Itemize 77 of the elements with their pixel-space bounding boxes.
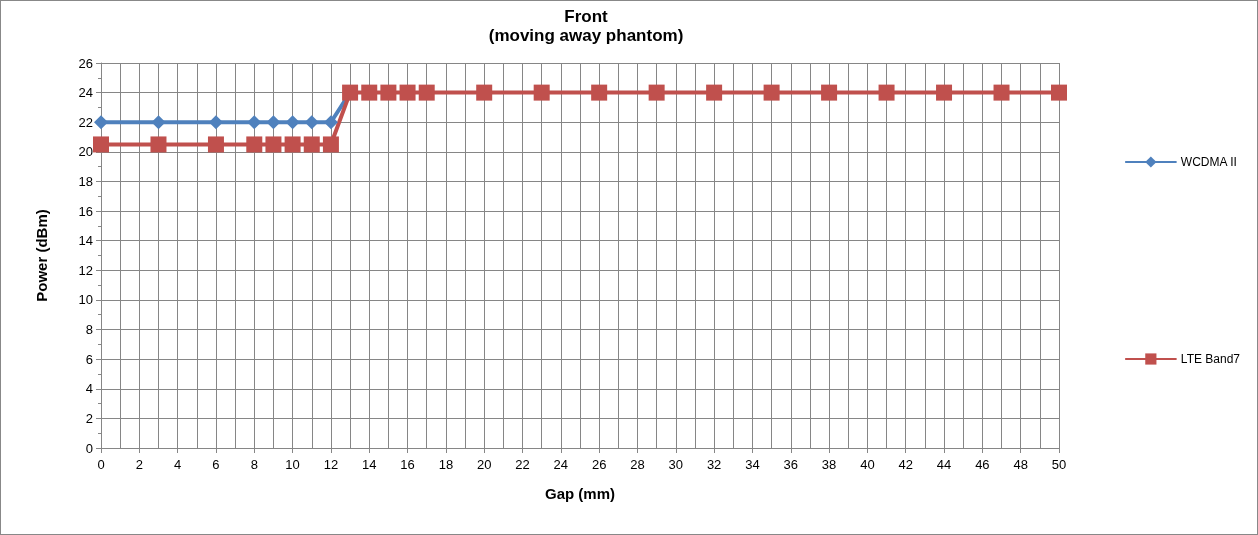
x-tick-label: 40	[860, 457, 875, 472]
x-tick-label: 36	[783, 457, 798, 472]
x-tick-label: 38	[821, 457, 837, 472]
chart-title: Front	[564, 7, 609, 26]
point	[150, 136, 167, 153]
x-tick-label: 46	[975, 457, 990, 472]
point	[284, 136, 301, 153]
point	[648, 84, 665, 101]
x-tick-label: 44	[936, 457, 952, 472]
x-tick-label: 32	[706, 457, 722, 472]
point	[380, 84, 397, 101]
point	[207, 136, 224, 153]
point	[304, 115, 319, 130]
x-tick-label: 4	[174, 457, 182, 472]
y-tick-label: 12	[78, 262, 93, 278]
y-tick-label: 0	[85, 440, 93, 456]
x-axis-title: Gap (mm)	[544, 485, 616, 502]
point	[763, 84, 780, 101]
point	[246, 136, 263, 153]
x-tick-label: 50	[1051, 457, 1067, 472]
point	[151, 115, 166, 130]
point	[93, 136, 109, 153]
point	[936, 84, 953, 101]
chart-subtitle: (moving away phantom)	[488, 26, 684, 45]
y-tick-label: 26	[78, 55, 93, 71]
point	[265, 136, 282, 153]
point	[591, 84, 608, 101]
legend-label: WCDMA II	[1180, 155, 1237, 169]
y-tick-label: 8	[85, 322, 93, 338]
point	[322, 136, 339, 153]
x-tick-label: 34	[745, 457, 760, 472]
y-tick-label: 4	[85, 381, 93, 397]
point	[821, 84, 838, 101]
point	[399, 84, 416, 101]
point	[1051, 84, 1067, 101]
x-tick-label: 18	[438, 457, 454, 472]
y-tick-label: 20	[78, 144, 93, 160]
point	[208, 115, 223, 130]
x-tick-label: 10	[285, 457, 300, 472]
point	[361, 84, 378, 101]
y-tick-label: 2	[85, 410, 93, 426]
x-tick-label: 48	[1013, 457, 1028, 472]
y-axis-title: Power (dBm)	[33, 209, 50, 302]
x-tick-label: 6	[212, 457, 220, 472]
point	[993, 84, 1010, 101]
y-tick-label: 6	[85, 351, 93, 367]
point	[476, 84, 493, 101]
x-tick-label: 16	[400, 457, 415, 472]
legend-label: LTE Band7	[1180, 352, 1241, 366]
point	[94, 115, 108, 130]
y-tick-label: 22	[78, 114, 93, 130]
point	[247, 115, 262, 130]
x-tick-label: 2	[135, 457, 143, 472]
x-tick-label: 12	[323, 457, 339, 472]
point	[533, 84, 550, 101]
x-tick-label: 22	[515, 457, 530, 472]
x-tick-label: 26	[591, 457, 607, 472]
x-tick-label: 20	[476, 457, 492, 472]
y-tick-label: 10	[78, 292, 93, 308]
point	[285, 115, 300, 130]
x-tick-label: 8	[250, 457, 258, 472]
x-tick-label: 28	[630, 457, 645, 472]
y-tick-label: 14	[78, 233, 93, 249]
x-tick-label: 14	[362, 457, 377, 472]
point	[418, 84, 435, 101]
y-tick-label: 16	[78, 203, 93, 219]
x-tick-label: 30	[668, 457, 684, 472]
x-tick-label: 0	[97, 457, 105, 472]
point	[266, 115, 281, 130]
x-tick-label: 24	[553, 457, 569, 472]
point	[303, 136, 320, 153]
y-tick-label: 24	[78, 85, 93, 101]
point	[323, 115, 338, 130]
y-tick-label: 18	[78, 173, 93, 189]
x-tick-label: 42	[898, 457, 913, 472]
point	[878, 84, 895, 101]
point	[706, 84, 723, 101]
